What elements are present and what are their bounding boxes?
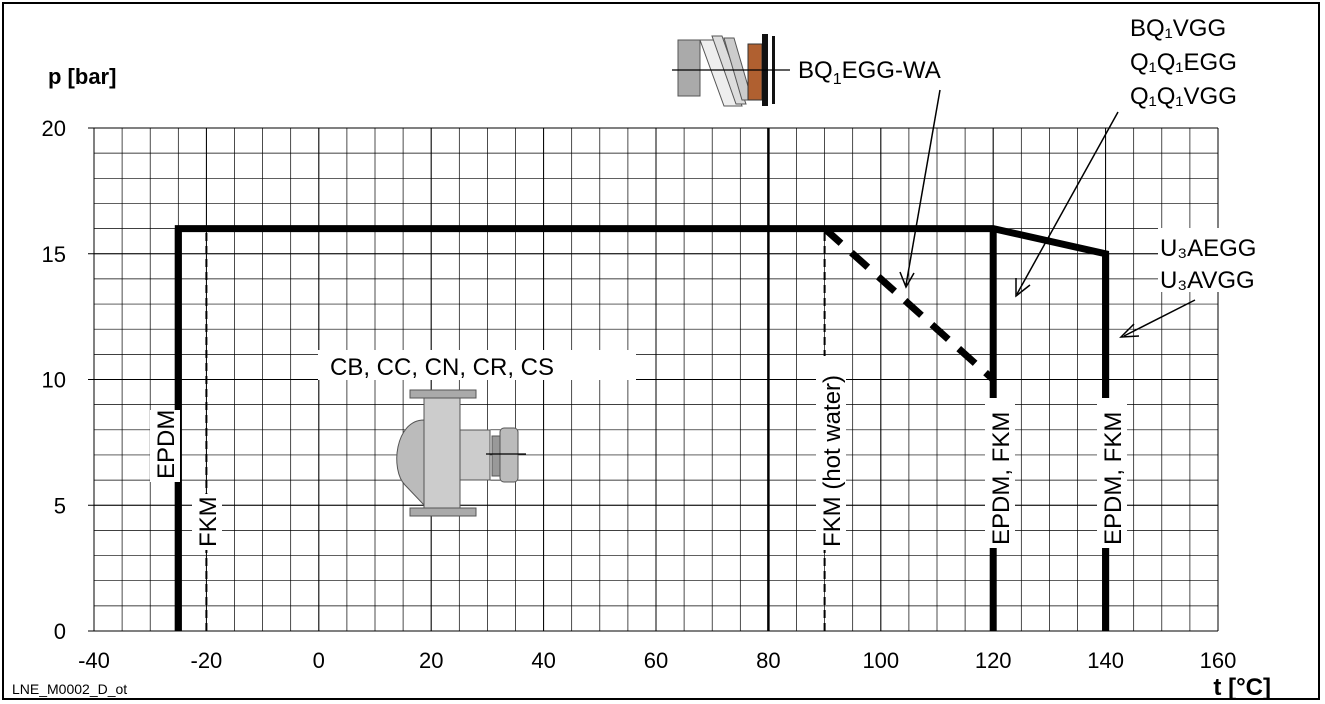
mechanical-seal-icon	[672, 34, 790, 107]
x-axis-title: t [°C]	[1213, 674, 1271, 701]
series-bq1egg-wa	[822, 225, 996, 383]
x-tick-label: 80	[756, 648, 780, 673]
label-u3avgg: U₃AVGG	[1160, 267, 1255, 294]
footer-code: LNE_M0002_D_ot	[12, 681, 127, 697]
x-tick-label: -20	[191, 648, 223, 673]
y-tick-label: 20	[42, 116, 66, 141]
tick-labels: -40 -20 0 20 40 60 80 100 120 140 160 0 5 10 15 20	[42, 116, 1237, 673]
label-q1q1vgg: Q₁Q₁VGG	[1130, 83, 1237, 110]
label-fkm: FKM	[195, 496, 222, 547]
x-tick-label: 120	[975, 648, 1012, 673]
label-epdm-fkm-120: EPDM, FKM	[988, 412, 1015, 545]
y-axis-title: p [bar]	[48, 64, 116, 89]
y-tick-label: 10	[42, 368, 66, 393]
envelope-line	[174, 225, 1110, 631]
annotation-arrows	[899, 89, 1196, 338]
pump-icon	[396, 389, 526, 517]
y-tick-label: 0	[54, 619, 66, 644]
label-u3aegg: U₃AEGG	[1160, 235, 1256, 262]
x-tick-label: 40	[531, 648, 555, 673]
label-bq1vgg: BQ₁VGG	[1130, 15, 1226, 42]
label-bq1egg-wa: BQ1EGG-WA	[798, 57, 941, 88]
labels-group: CB, CC, CN, CR, CS EPDM FKM FKM (hot wat…	[150, 350, 1127, 550]
y-tick-label: 5	[54, 493, 66, 518]
label-epdm-fkm-140: EPDM, FKM	[1100, 412, 1127, 545]
label-epdm: EPDM	[153, 410, 180, 479]
x-tick-label: 20	[419, 648, 443, 673]
label-pump-family: CB, CC, CN, CR, CS	[330, 354, 554, 381]
x-tick-label: 60	[644, 648, 668, 673]
x-tick-label: 0	[313, 648, 325, 673]
x-tick-label: 140	[1087, 648, 1124, 673]
x-tick-label: 160	[1200, 648, 1237, 673]
label-fkm-hot-water: FKM (hot water)	[819, 375, 846, 547]
y-tick-label: 15	[42, 242, 66, 267]
x-tick-label: -40	[78, 648, 110, 673]
label-q1q1egg: Q₁Q₁EGG	[1130, 49, 1237, 76]
x-tick-label: 100	[862, 648, 899, 673]
